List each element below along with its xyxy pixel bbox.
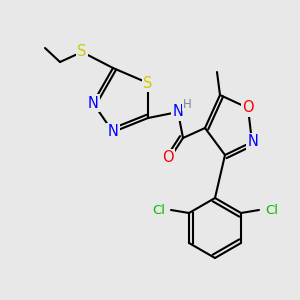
Text: N: N <box>248 134 258 149</box>
Text: O: O <box>242 100 254 116</box>
Text: S: S <box>143 76 153 91</box>
Text: N: N <box>108 124 118 140</box>
Text: Cl: Cl <box>152 203 165 217</box>
Text: H: H <box>183 98 191 110</box>
Text: N: N <box>88 95 98 110</box>
Text: Cl: Cl <box>265 203 278 217</box>
Text: N: N <box>172 104 183 119</box>
Text: S: S <box>77 44 87 59</box>
Text: O: O <box>162 151 174 166</box>
